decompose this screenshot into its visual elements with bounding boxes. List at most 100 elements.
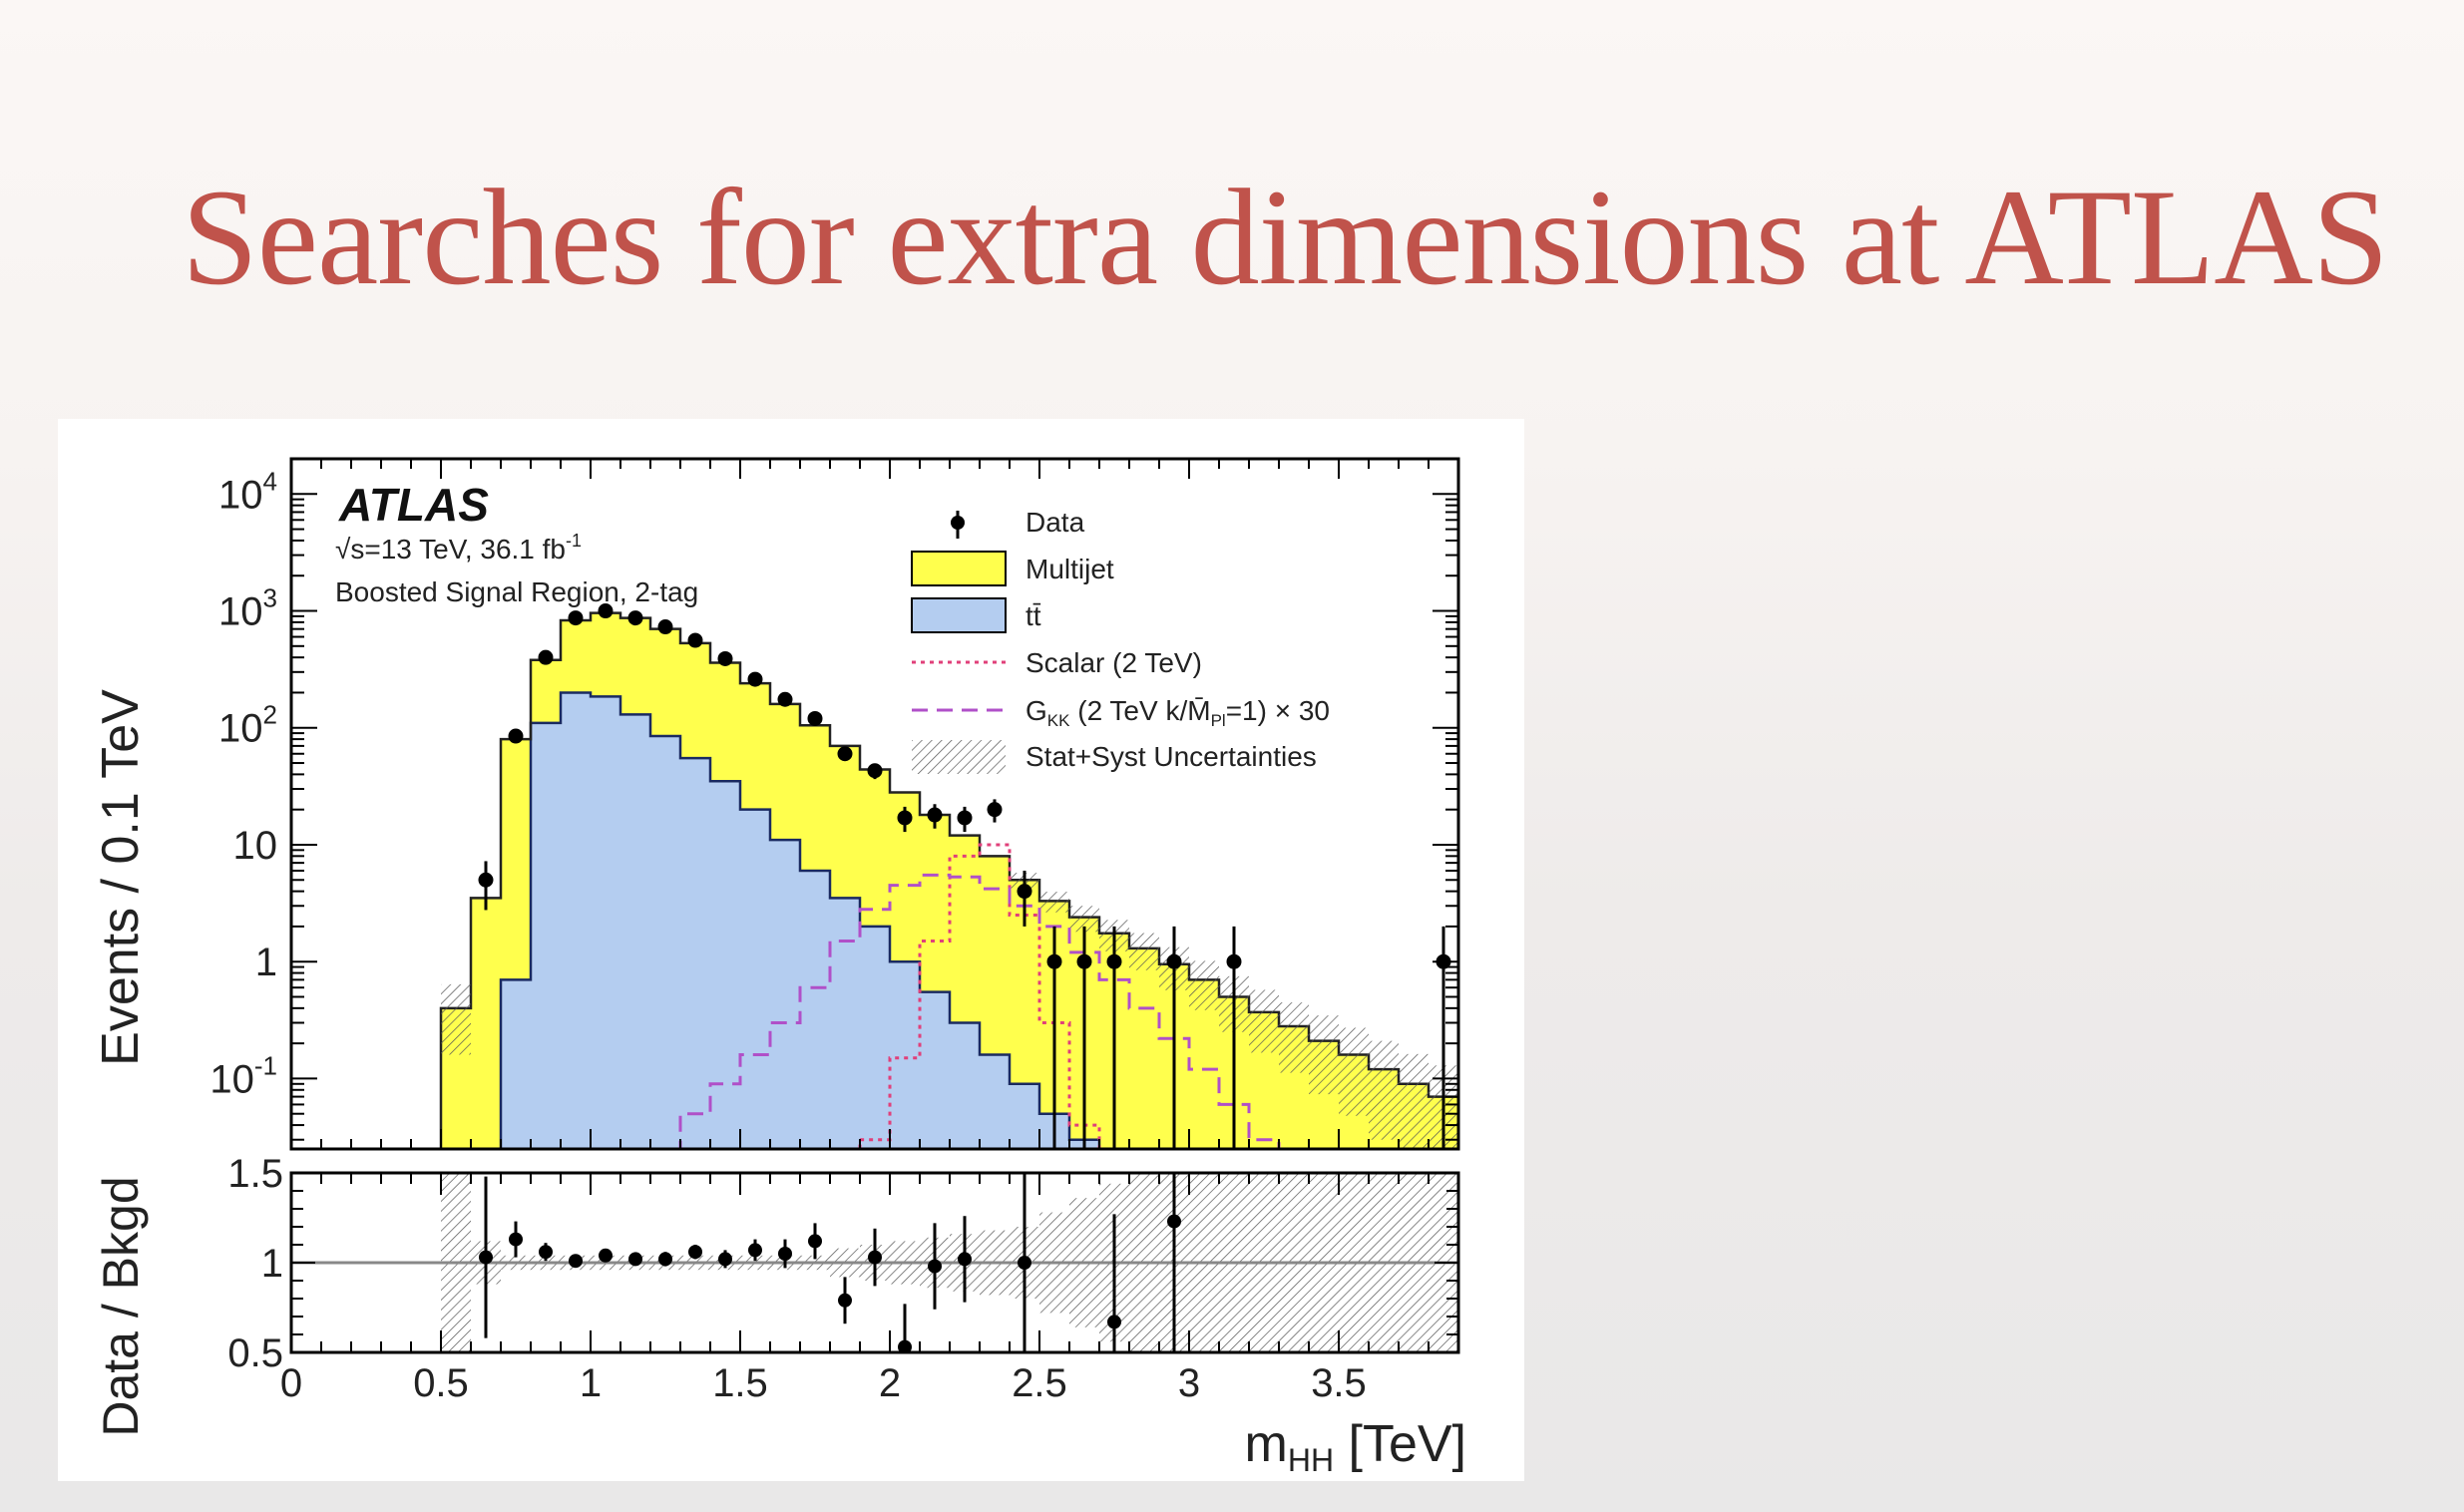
- ttbar-bar: [770, 840, 800, 1149]
- y-tick-label-base: 10: [218, 473, 263, 517]
- y-tick-label-exponent: 2: [263, 700, 277, 730]
- uncertainty-band: [441, 983, 471, 1055]
- legend-entry-scalar: Scalar (2 TeV): [912, 647, 1202, 678]
- data-point: [1017, 884, 1032, 900]
- y-tick-label-base: 10: [233, 824, 278, 868]
- data-point: [777, 691, 793, 707]
- ttbar-bar: [710, 781, 740, 1149]
- uncertainty-band: [1129, 933, 1159, 970]
- ratio-point: [539, 1245, 553, 1260]
- ratio-point: [509, 1232, 523, 1247]
- data-point: [568, 610, 584, 626]
- legend-graviton-mid: (2 TeV k/M̄: [1069, 695, 1210, 726]
- x-tick-label: 1: [580, 1361, 602, 1405]
- y-axis-title: Events / 0.1 TeV: [92, 689, 150, 1066]
- ratio-point: [1018, 1256, 1031, 1270]
- luminosity-exponent: -1: [566, 531, 582, 551]
- y-tick-label: 10: [233, 824, 278, 868]
- uncertainty-band: [1339, 1027, 1369, 1116]
- data-point: [1226, 953, 1242, 969]
- region-label: Boosted Signal Region, 2-tag: [335, 576, 698, 607]
- data-point: [987, 802, 1003, 818]
- ratio-point: [479, 1250, 493, 1265]
- data-point: [747, 671, 763, 687]
- data-point: [1106, 953, 1122, 969]
- x-tick-labels: 0 0.5 1 1.5 2 2.5 3 3.5: [280, 1361, 1367, 1405]
- data-point: [717, 650, 733, 666]
- experiment-label: ATLAS: [338, 479, 489, 531]
- multijet-bar: [1129, 947, 1159, 1149]
- ratio-point: [748, 1243, 762, 1258]
- ratio-plot: [291, 1173, 1458, 1352]
- legend-entry-multijet: Multijet: [911, 551, 1114, 586]
- x-tick-label: 2: [879, 1361, 901, 1405]
- ratio-point: [1107, 1315, 1121, 1329]
- ratio-point: [569, 1254, 583, 1269]
- ratio-y-tick-label: 1: [261, 1242, 283, 1286]
- ratio-point: [688, 1245, 702, 1260]
- legend-graviton-tail: =1) × 30: [1226, 695, 1330, 726]
- data-point: [478, 872, 494, 888]
- data-point: [598, 603, 614, 619]
- x-tick-label: 0: [280, 1361, 302, 1405]
- data-point: [1166, 953, 1182, 969]
- uncertainty-band: [1369, 1040, 1399, 1140]
- y-tick-label-exponent: 3: [263, 583, 277, 613]
- multijet-bar: [471, 898, 501, 1149]
- ratio-point: [778, 1247, 792, 1261]
- data-point: [508, 728, 524, 744]
- uncertainty-band: [1279, 1002, 1309, 1073]
- ratio-point: [628, 1252, 642, 1267]
- legend-label-uncertainty: Stat+Syst Uncertainties: [1026, 741, 1317, 772]
- legend-graviton-pl: Pl: [1211, 711, 1226, 730]
- ttbar-bar: [1010, 1083, 1039, 1149]
- main-ticks: [290, 458, 1458, 1149]
- ttbar-bar: [591, 696, 620, 1149]
- ttbar-bar: [620, 714, 650, 1149]
- legend-label-graviton: GKK (2 TeV k/M̄Pl=1) × 30: [1026, 695, 1330, 730]
- uncertainty-band: [1249, 989, 1279, 1053]
- y-tick-label-exponent: -1: [254, 1050, 277, 1080]
- data-point: [687, 632, 703, 648]
- legend-label-scalar: Scalar (2 TeV): [1026, 647, 1202, 678]
- data-point: [897, 810, 913, 826]
- x-axis-title-sub: HH: [1288, 1442, 1334, 1478]
- ratio-y-tick-labels: 1.5 1 0.5: [227, 1152, 283, 1375]
- legend-label-multijet: Multijet: [1026, 554, 1114, 584]
- uncertainty-band: [1399, 1053, 1429, 1149]
- legend-entry-uncertainty: Stat+Syst Uncertainties: [912, 740, 1317, 774]
- y-tick-label: 1: [255, 941, 277, 984]
- x-tick-label: 3.5: [1311, 1361, 1367, 1405]
- legend-entry-graviton: GKK (2 TeV k/M̄Pl=1) × 30: [912, 695, 1330, 730]
- x-tick-label: 3: [1178, 1361, 1200, 1405]
- y-tick-label: 102: [218, 700, 277, 751]
- ttbar-bar: [890, 961, 920, 1149]
- y-tick-label-base: 1: [255, 941, 277, 984]
- y-tick-label-base: 10: [209, 1057, 254, 1101]
- data-point: [837, 746, 853, 762]
- ratio-point: [599, 1248, 613, 1263]
- ttbar-bar: [920, 991, 950, 1149]
- uncertainty-band: [1309, 1015, 1339, 1095]
- data-point: [927, 807, 943, 823]
- ratio-point: [898, 1339, 912, 1352]
- main-frame: [289, 457, 1460, 1151]
- main-plot: [439, 603, 1458, 1149]
- data-point: [657, 619, 673, 635]
- x-tick-label: 0.5: [413, 1361, 469, 1405]
- x-axis-title: mHH [TeV]: [1245, 1415, 1467, 1478]
- ratio-y-tick-label: 1.5: [227, 1152, 283, 1196]
- data-point: [1046, 953, 1062, 969]
- legend: Data Multijet tt̄ Scalar (2 TeV) GKK (2 …: [911, 507, 1330, 774]
- ttbar-bar: [501, 979, 531, 1149]
- y-tick-label: 10-1: [209, 1050, 277, 1101]
- data-point: [867, 763, 883, 779]
- legend-graviton-kk: KK: [1047, 711, 1070, 730]
- y-tick-label-base: 10: [218, 707, 263, 751]
- ratio-point: [838, 1293, 852, 1308]
- ttbar-bar: [950, 1022, 980, 1149]
- y-tick-label: 104: [218, 466, 277, 517]
- ratio-point: [928, 1259, 942, 1274]
